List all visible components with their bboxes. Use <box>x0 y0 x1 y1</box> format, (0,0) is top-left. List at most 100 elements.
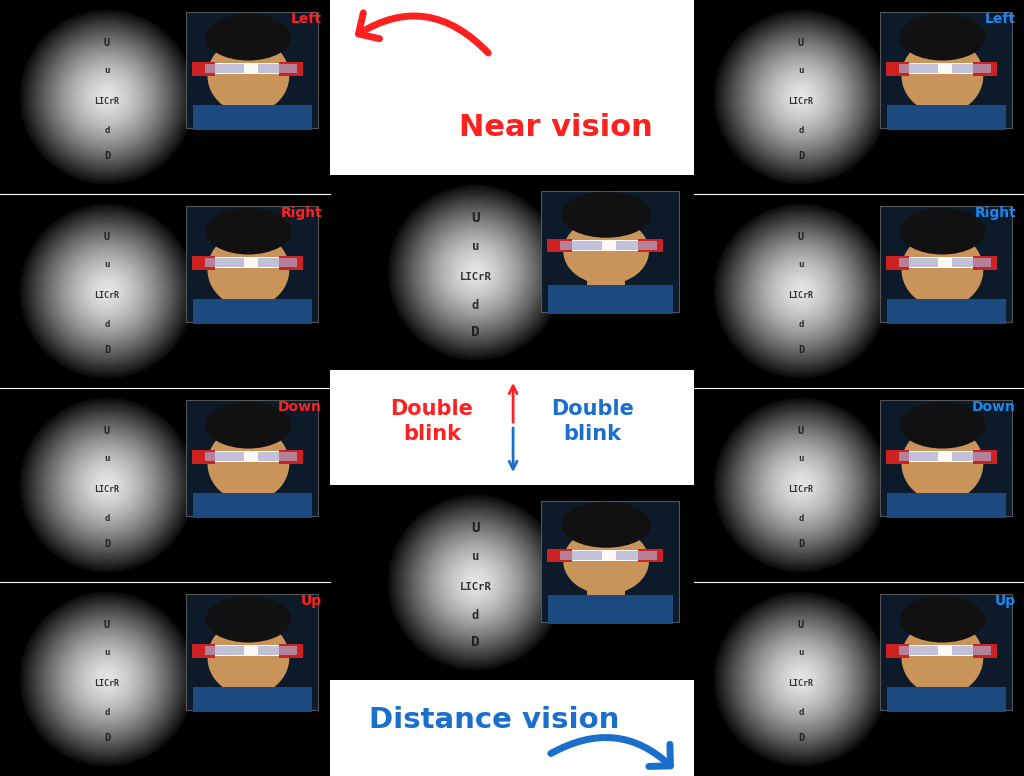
Text: Near vision: Near vision <box>459 113 652 143</box>
Ellipse shape <box>760 444 843 526</box>
Ellipse shape <box>775 265 827 317</box>
Ellipse shape <box>57 47 158 147</box>
Bar <box>694 0 1024 194</box>
Ellipse shape <box>758 248 845 334</box>
Text: D: D <box>471 325 480 339</box>
Ellipse shape <box>77 261 137 321</box>
Bar <box>200 257 302 268</box>
Ellipse shape <box>22 206 193 376</box>
Ellipse shape <box>92 275 123 307</box>
Ellipse shape <box>48 620 166 738</box>
Ellipse shape <box>735 32 866 162</box>
Ellipse shape <box>783 273 818 308</box>
Ellipse shape <box>72 450 142 520</box>
Ellipse shape <box>785 469 816 501</box>
Ellipse shape <box>773 68 829 126</box>
Ellipse shape <box>773 262 829 320</box>
Ellipse shape <box>471 268 480 277</box>
Ellipse shape <box>766 644 836 714</box>
Ellipse shape <box>19 397 195 573</box>
Text: U: U <box>798 620 804 630</box>
Ellipse shape <box>788 666 814 692</box>
Ellipse shape <box>725 21 878 173</box>
Ellipse shape <box>406 203 546 343</box>
Ellipse shape <box>781 272 821 310</box>
Ellipse shape <box>901 620 983 695</box>
Text: D: D <box>104 733 111 743</box>
Ellipse shape <box>744 428 858 542</box>
Ellipse shape <box>793 282 810 300</box>
Ellipse shape <box>70 60 144 134</box>
Text: D: D <box>104 151 111 161</box>
Ellipse shape <box>31 21 183 173</box>
Text: LICrR: LICrR <box>460 582 492 592</box>
Ellipse shape <box>83 267 131 315</box>
Ellipse shape <box>899 402 985 449</box>
Ellipse shape <box>749 239 853 344</box>
Bar <box>230 95 267 119</box>
Ellipse shape <box>740 36 862 158</box>
Ellipse shape <box>471 578 480 587</box>
Ellipse shape <box>729 607 873 751</box>
Ellipse shape <box>40 611 175 747</box>
Ellipse shape <box>25 14 190 180</box>
Bar <box>973 256 996 269</box>
Bar <box>330 370 694 485</box>
Ellipse shape <box>94 666 120 692</box>
Ellipse shape <box>799 677 803 681</box>
Ellipse shape <box>785 663 816 695</box>
Ellipse shape <box>561 502 651 548</box>
Text: u: u <box>104 454 110 463</box>
Ellipse shape <box>208 38 290 113</box>
Ellipse shape <box>63 442 151 528</box>
Text: u: u <box>799 66 804 75</box>
Ellipse shape <box>46 618 168 740</box>
Text: d: d <box>472 609 479 622</box>
Ellipse shape <box>758 442 845 528</box>
Text: U: U <box>798 232 804 242</box>
Text: Down: Down <box>972 400 1016 414</box>
Ellipse shape <box>63 54 151 140</box>
Ellipse shape <box>37 609 177 749</box>
Text: LICrR: LICrR <box>94 291 120 300</box>
Bar <box>973 644 996 657</box>
Ellipse shape <box>731 609 871 749</box>
Ellipse shape <box>716 12 886 182</box>
Ellipse shape <box>727 605 876 753</box>
Bar <box>205 452 245 461</box>
Ellipse shape <box>744 234 858 348</box>
Text: Up: Up <box>995 594 1016 608</box>
Bar <box>638 239 663 252</box>
Ellipse shape <box>22 400 193 570</box>
Ellipse shape <box>37 27 177 167</box>
Ellipse shape <box>456 253 496 293</box>
Ellipse shape <box>452 248 500 296</box>
Ellipse shape <box>417 523 535 642</box>
Bar <box>899 452 938 461</box>
Ellipse shape <box>733 223 868 359</box>
Bar <box>0 388 330 582</box>
Ellipse shape <box>98 476 116 494</box>
Ellipse shape <box>44 227 170 355</box>
Ellipse shape <box>454 560 498 605</box>
Bar <box>186 12 318 128</box>
Ellipse shape <box>410 206 542 338</box>
Ellipse shape <box>723 213 880 369</box>
Ellipse shape <box>714 204 889 379</box>
Ellipse shape <box>438 546 513 620</box>
Ellipse shape <box>725 603 878 755</box>
Ellipse shape <box>46 424 168 546</box>
Ellipse shape <box>25 402 190 568</box>
Ellipse shape <box>85 269 129 313</box>
Ellipse shape <box>779 75 823 119</box>
Ellipse shape <box>29 19 185 175</box>
Ellipse shape <box>783 467 818 503</box>
Ellipse shape <box>460 257 490 288</box>
Ellipse shape <box>742 426 860 544</box>
Ellipse shape <box>751 435 851 535</box>
Bar <box>191 62 215 76</box>
Ellipse shape <box>208 232 290 307</box>
Ellipse shape <box>797 480 806 490</box>
Ellipse shape <box>735 226 866 356</box>
Ellipse shape <box>762 445 841 525</box>
